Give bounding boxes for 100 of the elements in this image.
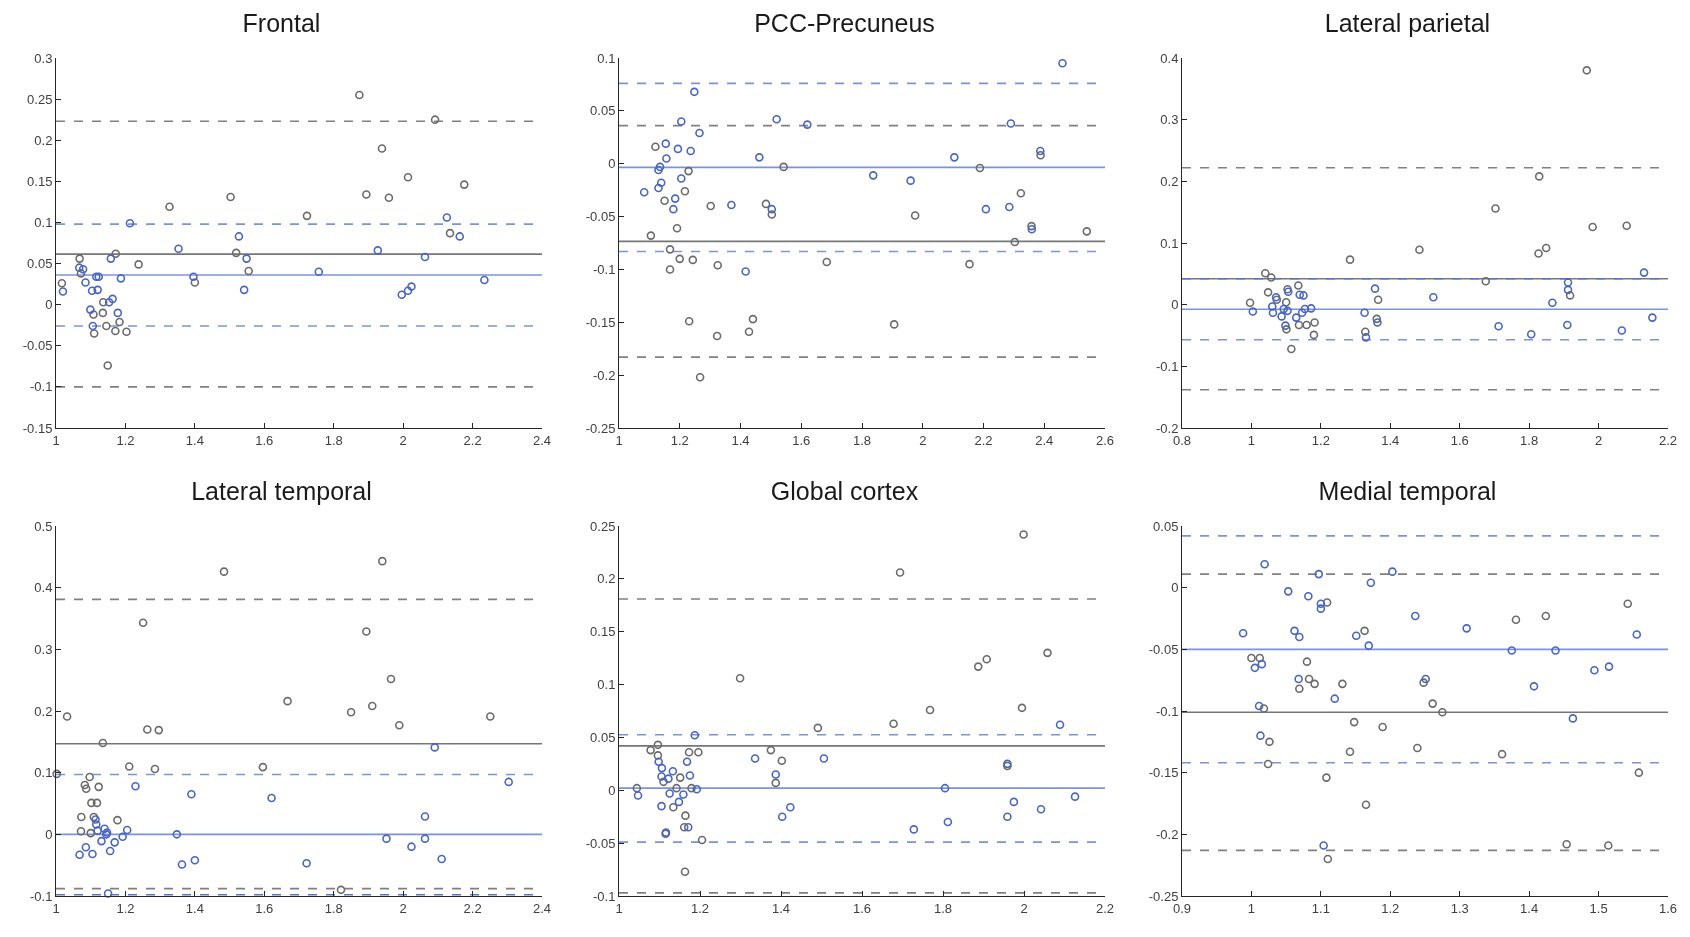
point: [1623, 599, 1633, 608]
x-tick-label: 1.2: [670, 432, 689, 448]
chart-title: Frontal: [242, 8, 321, 37]
point: [633, 791, 643, 800]
point: [81, 278, 90, 287]
point: [1036, 150, 1045, 160]
point: [1632, 630, 1642, 639]
point: [1568, 714, 1578, 723]
point: [750, 754, 760, 763]
y-tick-label: 0.4: [34, 580, 53, 596]
point: [187, 789, 196, 799]
point: [1366, 578, 1376, 588]
point: [1297, 308, 1307, 317]
point: [1265, 737, 1274, 747]
point: [692, 784, 702, 794]
point: [672, 783, 681, 793]
point: [1302, 320, 1311, 330]
x-tick-label: 1.8: [324, 432, 343, 448]
point: [97, 836, 106, 846]
x-tick-label: 1.2: [690, 900, 710, 916]
point: [76, 269, 86, 278]
point: [632, 783, 642, 793]
point: [686, 146, 695, 156]
x-tick-label: 2.6: [1095, 432, 1115, 448]
point: [1019, 530, 1028, 539]
point: [1419, 678, 1428, 687]
point: [91, 820, 101, 829]
point: [664, 774, 673, 783]
point: [1428, 699, 1437, 708]
point: [697, 835, 707, 845]
point: [1279, 304, 1289, 314]
point: [75, 850, 84, 859]
point: [772, 115, 781, 124]
point: [1388, 567, 1397, 576]
point: [1338, 679, 1347, 689]
point: [403, 286, 413, 295]
point: [1016, 189, 1026, 198]
y-tick-label: -0.1: [592, 888, 616, 904]
point: [975, 163, 985, 173]
point: [1494, 321, 1503, 331]
point: [138, 618, 148, 628]
y-tick-label: 0.5: [34, 518, 53, 534]
point: [682, 757, 692, 767]
x-tick-label: 2.4: [1035, 432, 1054, 448]
point: [94, 782, 103, 792]
point: [1541, 611, 1551, 621]
point: [669, 204, 678, 214]
y-tick-label: 0.15: [27, 173, 53, 189]
y-tick-label: -0.1: [29, 888, 53, 904]
point: [895, 568, 905, 577]
point: [1304, 592, 1313, 601]
point: [657, 801, 666, 811]
point: [1281, 321, 1290, 330]
point: [1429, 292, 1438, 302]
point: [1256, 731, 1265, 740]
point: [1481, 276, 1491, 286]
point: [680, 867, 690, 876]
y-tick-label: 0.1: [1160, 235, 1179, 251]
point: [1316, 599, 1326, 608]
point: [1058, 58, 1067, 68]
point: [1565, 291, 1575, 300]
point: [766, 745, 776, 755]
point: [889, 719, 898, 728]
point: [258, 762, 268, 772]
point: [459, 180, 469, 189]
point: [219, 567, 229, 576]
point: [407, 282, 416, 291]
point: [1648, 313, 1657, 322]
point: [1415, 245, 1424, 255]
x-tick-label: 1.3: [1450, 900, 1469, 916]
point: [113, 308, 123, 318]
point: [62, 712, 72, 721]
y-tick-label: -0.05: [22, 338, 53, 354]
point: [679, 790, 688, 799]
point: [965, 259, 974, 269]
y-tick-label: -0.1: [1155, 358, 1179, 374]
point: [244, 266, 253, 276]
point: [1010, 237, 1020, 247]
point: [1361, 800, 1371, 810]
x-tick-label: 2.4: [532, 432, 552, 448]
x-tick-label: 2: [399, 900, 407, 916]
point: [504, 777, 513, 787]
point: [1322, 773, 1331, 782]
point: [1283, 587, 1293, 596]
point: [98, 297, 108, 307]
point: [744, 327, 754, 337]
point: [657, 772, 666, 781]
y-tick-label: 0.3: [34, 641, 53, 657]
x-tick-label: 1.4: [1381, 432, 1400, 448]
point: [172, 830, 182, 839]
point: [80, 780, 90, 790]
point: [1548, 298, 1557, 308]
point: [124, 762, 134, 771]
y-tick-label: 0: [45, 826, 53, 842]
point: [57, 278, 67, 288]
point: [100, 824, 109, 834]
point: [108, 294, 117, 304]
y-tick-label: -0.15: [22, 420, 53, 436]
point: [735, 673, 745, 683]
point: [761, 199, 771, 209]
